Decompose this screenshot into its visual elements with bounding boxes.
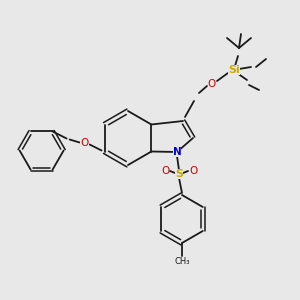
Text: O: O: [80, 139, 89, 148]
Text: O: O: [161, 166, 169, 176]
Text: S: S: [175, 169, 183, 179]
Text: N: N: [172, 147, 182, 157]
Text: O: O: [189, 166, 197, 176]
Text: Si: Si: [228, 65, 240, 75]
Text: CH₃: CH₃: [174, 257, 190, 266]
Text: O: O: [208, 79, 216, 89]
